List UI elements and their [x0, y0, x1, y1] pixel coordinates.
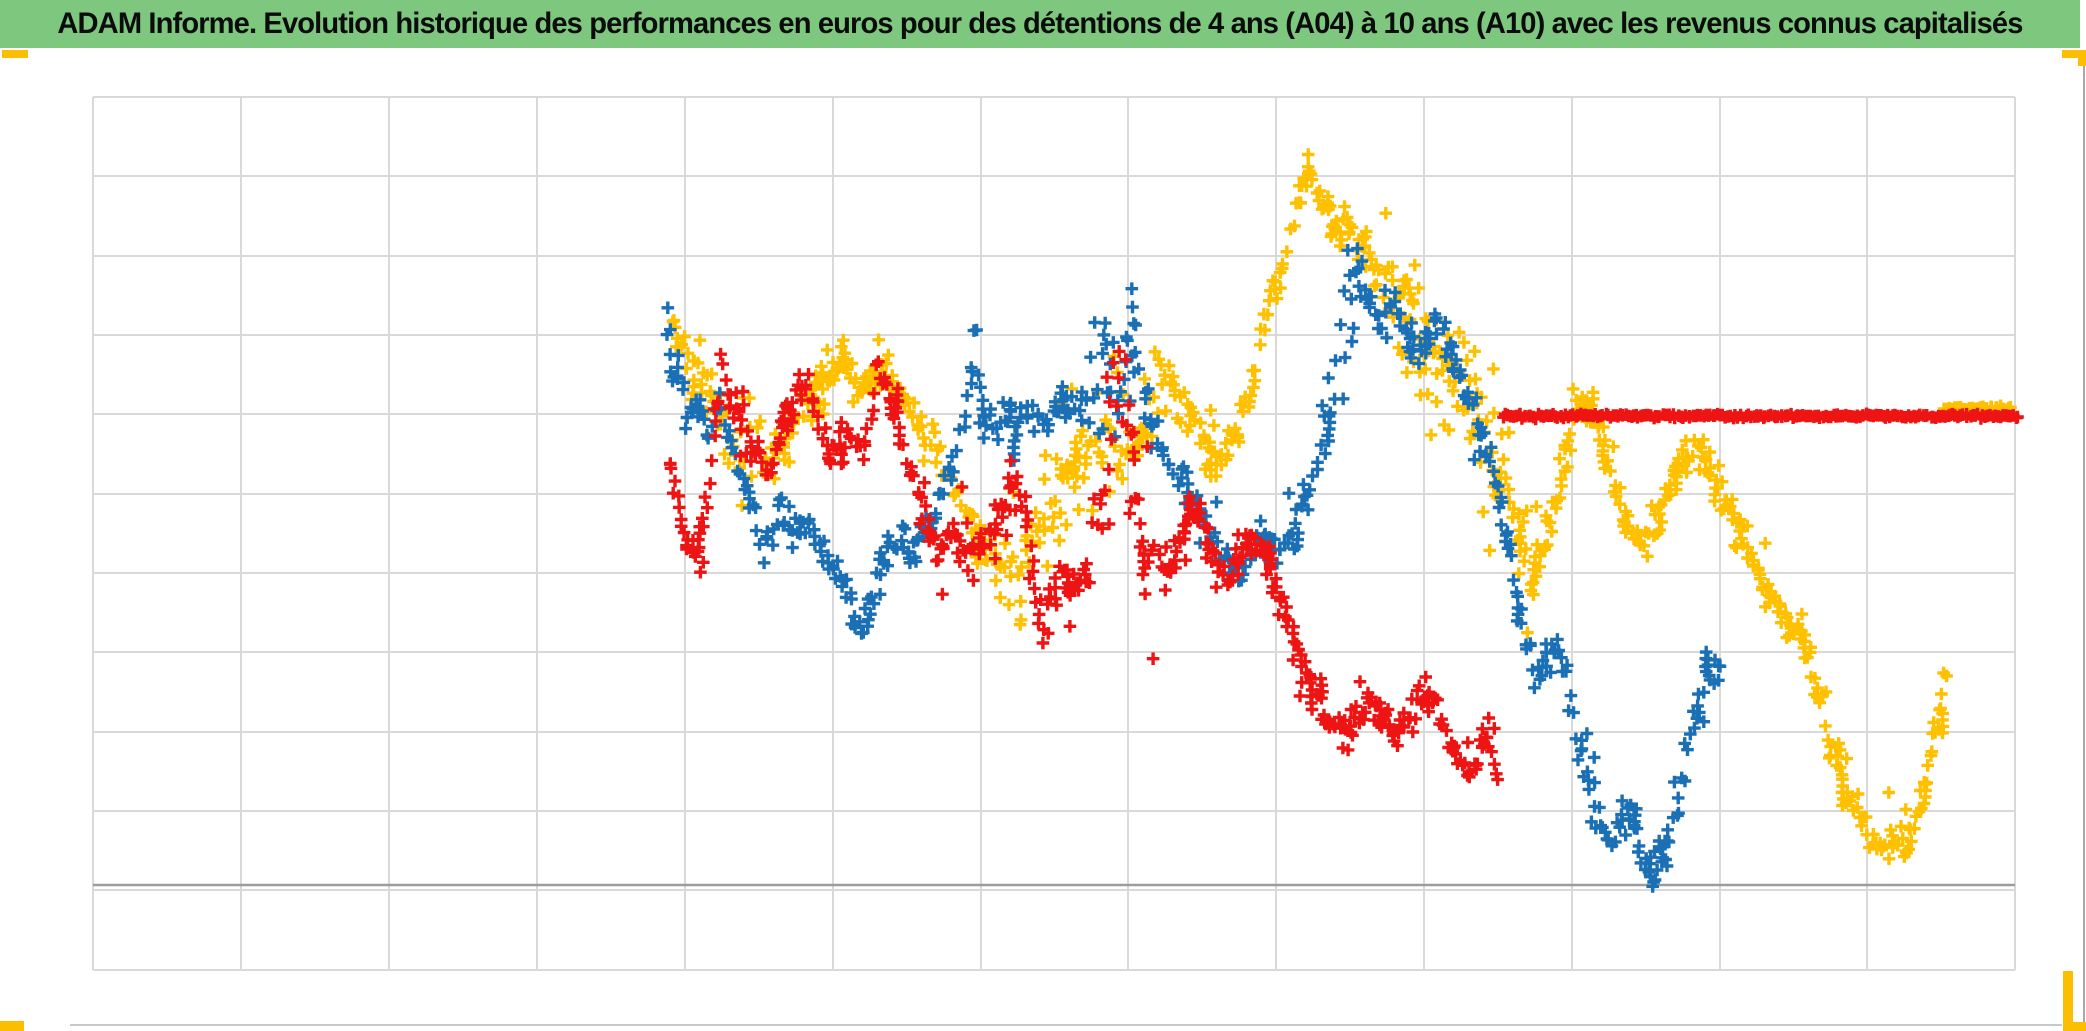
corner-accent-top-right-tab: [2078, 50, 2086, 66]
page-border-right: [2083, 58, 2085, 1024]
corner-accent-top-left: [2, 50, 28, 58]
corner-accent-top-right: [2062, 50, 2086, 58]
page-title: ADAM Informe. Evolution historique des p…: [57, 7, 2023, 40]
corner-accent-bottom-right-tab: [2063, 971, 2073, 1024]
corner-accent-bottom-left: [0, 1021, 24, 1031]
title-bar: ADAM Informe. Evolution historique des p…: [0, 0, 2080, 48]
page-border-bottom: [70, 1024, 2062, 1026]
corner-accent-bottom-right: [2063, 1022, 2086, 1031]
